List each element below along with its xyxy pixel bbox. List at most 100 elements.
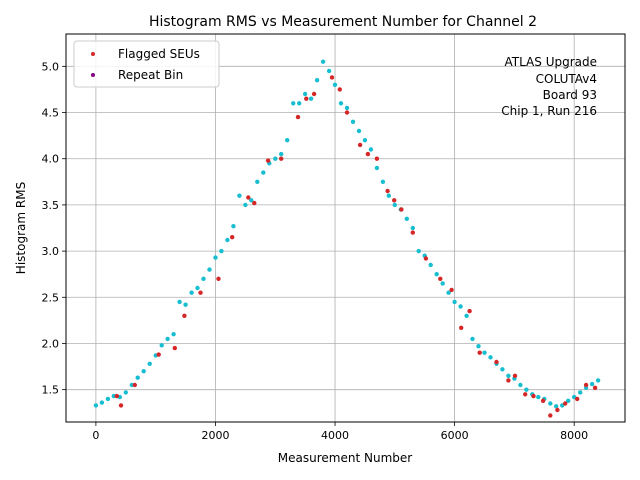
annotation: ATLAS Upgrade COLUTAv4 Board 93 Chip 1, …: [501, 55, 597, 118]
data-point-series-1: [385, 188, 390, 194]
data-point-series-1: [399, 207, 404, 212]
data-point-series-1: [548, 413, 553, 418]
data-point-series-0: [141, 369, 146, 374]
data-point-series-1: [172, 345, 177, 351]
data-point-series-0: [249, 198, 254, 203]
data-point-series-0: [135, 375, 140, 380]
data-point-series-0: [177, 299, 182, 305]
data-point-series-0: [195, 285, 200, 291]
legend-label-flagged-seus: Flagged SEUs: [118, 47, 200, 61]
data-point-series-0: [440, 281, 445, 286]
legend-marker-flagged-seus: [91, 52, 95, 56]
data-point-series-0: [273, 156, 278, 161]
data-point-series-0: [374, 165, 380, 171]
data-point-series-0: [326, 68, 332, 74]
grid: [66, 34, 625, 422]
plot-frame: [65, 33, 626, 423]
x-ticks: 0 2000 4000 6000 8000: [92, 422, 588, 442]
data-point-series-0: [536, 394, 541, 400]
chart-title: Histogram RMS vs Measurement Number for …: [149, 14, 537, 30]
data-point-series-0: [595, 378, 601, 383]
data-point-series-0: [302, 91, 308, 97]
legend-marker-repeat-bin: [91, 73, 95, 77]
data-point-series-1: [477, 350, 482, 355]
data-point-series-1: [344, 110, 350, 115]
data-point-series-0: [476, 344, 481, 349]
data-point-series-1: [252, 200, 257, 206]
data-point-series-0: [434, 272, 439, 277]
x-axis-label: Measurement Number: [278, 451, 412, 465]
annotation-line-3: Board 93: [543, 88, 597, 102]
data-point-series-0: [362, 138, 368, 143]
y-axis-label: Histogram RMS: [14, 182, 28, 274]
data-point-series-0: [428, 262, 433, 268]
data-point-series-1: [365, 151, 371, 157]
data-point-series-0: [392, 202, 397, 208]
x-tick-label: 4000: [321, 429, 349, 442]
data-point-series-0: [225, 237, 230, 243]
data-point-series-1: [337, 87, 342, 92]
data-point-series-0: [219, 248, 224, 254]
x-tick-label: 8000: [560, 429, 588, 442]
data-point-series-0: [261, 170, 266, 175]
y-tick-label: 3.5: [42, 199, 60, 212]
data-point-series-0: [589, 381, 595, 387]
data-point-series-1: [118, 403, 124, 408]
data-point-series-1: [531, 393, 536, 399]
data-point-series-0: [506, 373, 511, 378]
data-point-series-0: [285, 138, 290, 143]
data-point-series-1: [246, 195, 251, 200]
data-point-series-0: [464, 313, 469, 318]
data-point-series-0: [237, 193, 242, 198]
data-point-series-0: [147, 361, 152, 366]
data-point-series-0: [314, 78, 320, 83]
data-point-series-1: [114, 393, 120, 399]
data-point-series-0: [308, 96, 314, 101]
data-point-series-1: [311, 91, 317, 97]
data-point-series-0: [255, 179, 260, 184]
data-point-series-0: [488, 355, 493, 360]
data-point-series-0: [404, 216, 409, 221]
data-point-series-1: [357, 142, 363, 148]
data-point-series-1: [279, 156, 284, 161]
data-point-series-1: [555, 407, 560, 413]
x-tick-label: 2000: [201, 429, 229, 442]
data-point-series-0: [452, 299, 457, 305]
data-point-series-1: [592, 385, 598, 390]
data-point-series-0: [356, 128, 362, 134]
data-point-series-0: [201, 276, 206, 281]
data-point-series-1: [506, 378, 511, 383]
data-point-series-0: [578, 390, 583, 395]
data-point-series-1: [216, 276, 221, 281]
data-point-series-0: [105, 396, 111, 402]
data-point-series-0: [165, 336, 170, 342]
data-point-series-1: [265, 158, 271, 163]
data-point-series-0: [291, 101, 296, 106]
legend-label-repeat-bin: Repeat Bin: [118, 68, 183, 82]
data-point-series-1: [156, 352, 161, 357]
y-tick-label: 4.5: [42, 107, 60, 120]
y-ticks: 1.5 2.0 2.5 3.0 3.5 4.0 4.5 5.0: [42, 60, 66, 397]
x-tick-label: 6000: [441, 429, 469, 442]
data-point-series-0: [332, 82, 338, 88]
data-point-series-1: [295, 114, 301, 120]
data-point-series-0: [500, 367, 505, 372]
data-point-series-1: [438, 276, 443, 281]
data-point-series-1: [304, 96, 309, 101]
data-point-series-0: [320, 59, 326, 64]
data-point-series-1: [563, 401, 568, 406]
data-point-series-0: [171, 332, 176, 337]
data-point-series-0: [458, 304, 463, 309]
series-layer: [93, 59, 601, 418]
data-point-series-0: [183, 302, 188, 307]
data-point-series-0: [338, 101, 344, 106]
data-point-series-0: [470, 336, 475, 342]
y-tick-label: 2.0: [42, 337, 60, 350]
data-point-series-1: [583, 382, 589, 388]
data-point-series-0: [350, 119, 356, 125]
y-tick-label: 4.0: [42, 153, 60, 166]
data-point-series-1: [198, 290, 203, 295]
data-point-series-0: [416, 248, 421, 254]
data-point-series-0: [189, 290, 194, 295]
data-point-series-0: [123, 390, 128, 395]
